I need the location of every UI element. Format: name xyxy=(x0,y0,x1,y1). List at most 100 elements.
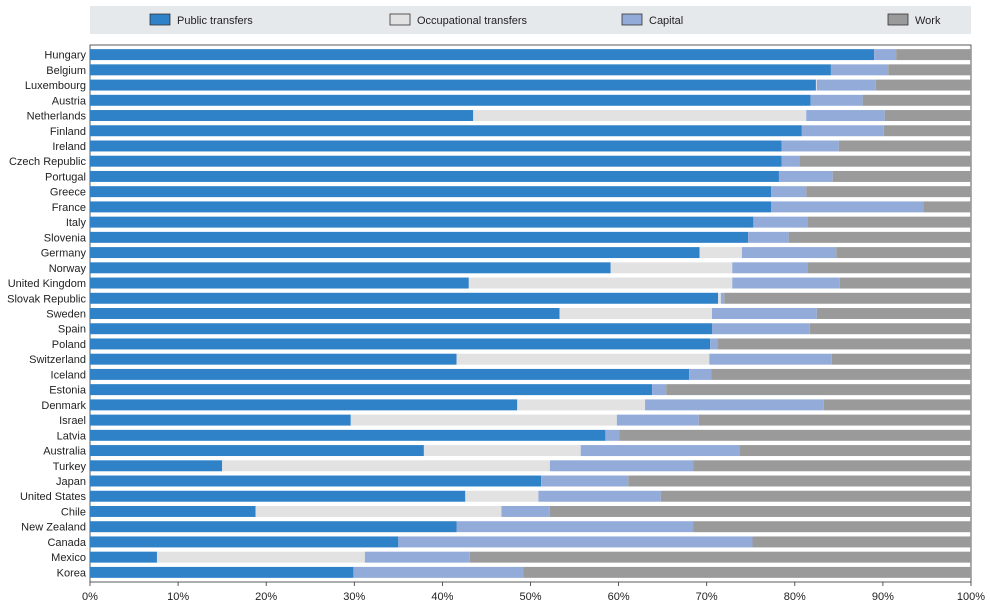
bar-hungary-work xyxy=(896,49,971,61)
bar-canada-public-transfers xyxy=(90,536,399,548)
bar-ireland-public-transfers xyxy=(90,140,782,152)
bar-ireland-work xyxy=(838,140,971,152)
bar-norway-capital xyxy=(732,262,809,274)
category-label-sweden: Sweden xyxy=(46,309,86,321)
bar-turkey-public-transfers xyxy=(90,460,223,472)
x-tick-label: 10% xyxy=(167,591,189,603)
bar-denmark-public-transfers xyxy=(90,399,518,411)
bar-france-public-transfers xyxy=(90,201,772,213)
category-label-canada: Canada xyxy=(47,537,86,549)
x-tick-label: 80% xyxy=(784,591,806,603)
bar-germany-capital xyxy=(741,247,837,259)
category-label-chile: Chile xyxy=(61,506,86,518)
category-label-czech-republic: Czech Republic xyxy=(9,156,87,168)
bar-mexico-public-transfers xyxy=(90,551,157,563)
x-tick-label: 70% xyxy=(696,591,718,603)
bar-estonia-work xyxy=(666,384,971,396)
bar-netherlands-capital xyxy=(806,110,885,122)
bar-hungary-public-transfers xyxy=(90,49,875,61)
bar-czech-republic-public-transfers xyxy=(90,155,782,167)
legend-label-public-transfers: Public transfers xyxy=(177,15,253,27)
bar-denmark-work xyxy=(823,399,971,411)
bar-estonia-public-transfers xyxy=(90,384,653,396)
bar-united-states-occupational-transfers xyxy=(465,490,539,502)
bar-korea-capital xyxy=(353,566,524,578)
bar-belgium-work xyxy=(888,64,971,76)
bar-latvia-work xyxy=(619,429,971,441)
category-label-norway: Norway xyxy=(49,263,87,275)
category-label-belgium: Belgium xyxy=(46,65,86,77)
bar-switzerland-occupational-transfers xyxy=(456,353,710,365)
bar-chile-public-transfers xyxy=(90,505,256,517)
bar-israel-occupational-transfers xyxy=(350,414,617,426)
bar-slovenia-capital xyxy=(748,231,789,243)
bar-slovak-republic-occupational-transfers xyxy=(718,292,721,304)
bar-chile-occupational-transfers xyxy=(255,505,502,517)
legend-swatch-capital xyxy=(621,13,643,26)
bar-portugal-work xyxy=(832,170,971,182)
bar-germany-public-transfers xyxy=(90,247,700,259)
bar-mexico-work xyxy=(469,551,971,563)
bar-italy-capital xyxy=(753,216,809,228)
bar-latvia-capital xyxy=(605,429,620,441)
bar-germany-occupational-transfers xyxy=(699,247,742,259)
x-tick-label: 0% xyxy=(82,591,98,603)
bar-portugal-capital xyxy=(778,170,833,182)
category-label-japan: Japan xyxy=(56,476,86,488)
bar-austria-work xyxy=(862,94,971,106)
bar-norway-occupational-transfers xyxy=(610,262,733,274)
bar-belgium-public-transfers xyxy=(90,64,831,76)
category-label-hungary: Hungary xyxy=(44,50,86,62)
category-label-greece: Greece xyxy=(50,187,86,199)
legend-swatch-occupational-transfers xyxy=(389,13,411,26)
bar-switzerland-capital xyxy=(709,353,832,365)
x-tick-label: 20% xyxy=(255,591,277,603)
category-label-netherlands: Netherlands xyxy=(27,111,87,123)
bar-united-kingdom-capital xyxy=(732,277,840,289)
legend-label-work: Work xyxy=(915,15,941,27)
category-label-germany: Germany xyxy=(41,248,87,260)
bar-australia-occupational-transfers xyxy=(423,445,581,457)
category-label-austria: Austria xyxy=(52,95,87,107)
bar-japan-work xyxy=(628,475,971,487)
bar-slovenia-public-transfers xyxy=(90,231,749,243)
x-tick-label: 100% xyxy=(957,591,985,603)
category-label-australia: Australia xyxy=(43,446,87,458)
bar-italy-work xyxy=(808,216,971,228)
category-label-luxembourg: Luxembourg xyxy=(25,80,86,92)
category-label-portugal: Portugal xyxy=(45,171,86,183)
bar-turkey-work xyxy=(693,460,971,472)
bar-slovak-republic-work xyxy=(724,292,971,304)
bar-canada-capital xyxy=(398,536,753,548)
category-label-israel: Israel xyxy=(59,415,86,427)
bar-latvia-public-transfers xyxy=(90,429,606,441)
bar-israel-public-transfers xyxy=(90,414,351,426)
bar-germany-work xyxy=(836,247,971,259)
bar-chile-capital xyxy=(501,505,550,517)
bar-australia-public-transfers xyxy=(90,445,424,457)
bar-iceland-public-transfers xyxy=(90,368,690,380)
category-label-slovenia: Slovenia xyxy=(44,232,87,244)
category-labels: Hungary Belgium Luxembourg Austria Netherlan… xyxy=(7,50,87,580)
bar-austria-capital xyxy=(810,94,863,106)
bar-czech-republic-work xyxy=(799,155,971,167)
legend-swatch-public-transfers xyxy=(149,13,171,26)
category-label-korea: Korea xyxy=(57,567,87,579)
category-label-latvia: Latvia xyxy=(57,430,87,442)
bar-italy-public-transfers xyxy=(90,216,754,228)
bar-spain-capital xyxy=(711,323,810,335)
bar-slovenia-work xyxy=(788,231,971,243)
bar-greece-public-transfers xyxy=(90,186,772,198)
bar-hungary-capital xyxy=(874,49,897,61)
bar-denmark-capital xyxy=(645,399,824,411)
bar-belgium-capital xyxy=(830,64,889,76)
bar-greece-capital xyxy=(771,186,807,198)
bar-luxembourg-work xyxy=(875,79,971,91)
bar-korea-public-transfers xyxy=(90,566,354,578)
category-label-turkey: Turkey xyxy=(53,461,87,473)
legend-swatch-work xyxy=(887,13,909,26)
legend-background xyxy=(90,6,971,34)
bar-finland-work xyxy=(883,125,971,137)
x-tick-label: 50% xyxy=(519,591,541,603)
